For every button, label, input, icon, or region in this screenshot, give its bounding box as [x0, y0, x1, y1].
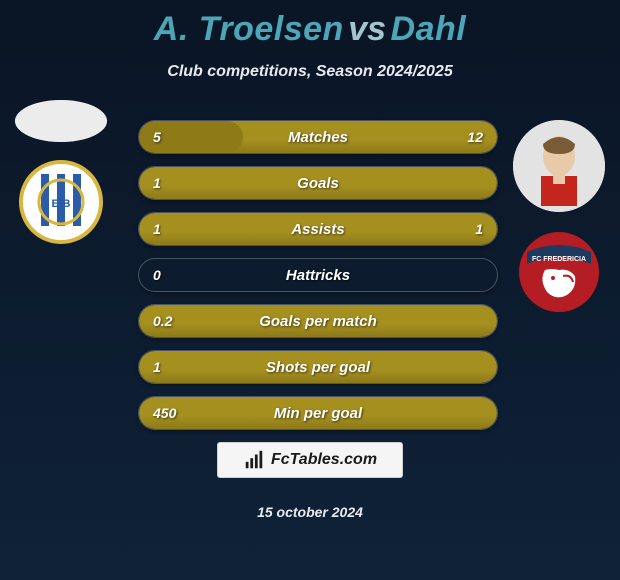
- comparison-title: A. Troelsen vs Dahl: [0, 0, 620, 49]
- stat-bar: 1Goals: [138, 166, 498, 200]
- chart-icon: [243, 449, 265, 471]
- brand-logo: FcTables.com: [217, 442, 403, 478]
- stat-bars: 512Matches1Goals11Assists0Hattricks0.2Go…: [138, 120, 498, 430]
- player1-silhouette-icon: [15, 100, 107, 142]
- subtitle: Club competitions, Season 2024/2025: [0, 63, 620, 81]
- stat-left-value: 5: [153, 121, 161, 153]
- stat-bar: 450Min per goal: [138, 396, 498, 430]
- right-avatar-column: FC FREDERICIA: [504, 120, 614, 314]
- stat-bar: 0.2Goals per match: [138, 304, 498, 338]
- stat-bar: 1Shots per goal: [138, 350, 498, 384]
- footer-date: 15 october 2024: [257, 504, 363, 520]
- brand-text: FcTables.com: [271, 451, 377, 469]
- left-avatar-column: EfB: [6, 100, 116, 244]
- stat-bar-fill: [139, 213, 497, 245]
- vs-text: vs: [348, 10, 386, 48]
- stat-bar: 512Matches: [138, 120, 498, 154]
- stat-left-value: 0: [153, 259, 161, 291]
- fredericia-badge-icon: FC FREDERICIA: [517, 230, 601, 314]
- esbjerg-badge-icon: EfB: [19, 160, 103, 244]
- stat-bar-fill: [139, 351, 497, 383]
- stat-right-value: 1: [475, 213, 483, 245]
- stat-bar: 11Assists: [138, 212, 498, 246]
- player2-avatar: [513, 120, 605, 212]
- player1-name: A. Troelsen: [154, 10, 344, 48]
- stat-left-value: 1: [153, 167, 161, 199]
- stat-left-value: 1: [153, 213, 161, 245]
- player1-avatar: [15, 100, 107, 142]
- player1-club-badge: EfB: [19, 160, 103, 244]
- svg-text:FC FREDERICIA: FC FREDERICIA: [532, 256, 586, 263]
- stat-bar-fill: [139, 305, 497, 337]
- stat-left-value: 0.2: [153, 305, 172, 337]
- player2-club-badge: FC FREDERICIA: [517, 230, 601, 314]
- stat-left-value: 450: [153, 397, 176, 429]
- stat-right-value: 12: [467, 121, 483, 153]
- player2-photo-icon: [513, 120, 605, 212]
- svg-text:EfB: EfB: [52, 198, 71, 210]
- stat-bar-fill: [139, 397, 497, 429]
- stat-bar-fill: [139, 167, 497, 199]
- stat-left-value: 1: [153, 351, 161, 383]
- stat-label: Hattricks: [139, 259, 497, 291]
- player2-name: Dahl: [391, 10, 467, 48]
- stat-bar: 0Hattricks: [138, 258, 498, 292]
